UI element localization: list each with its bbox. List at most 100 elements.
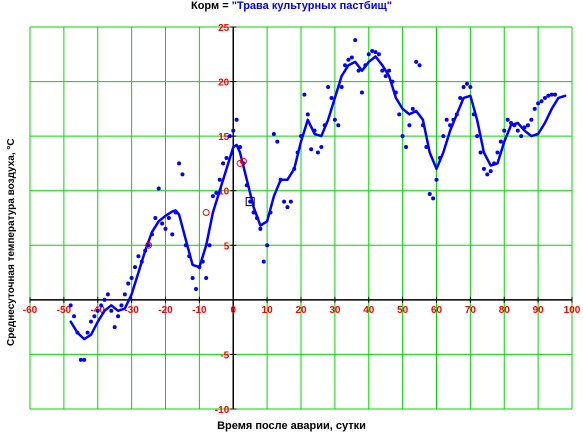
data-point (99, 303, 104, 308)
x-tick-label: 20 (295, 305, 307, 316)
chart-title-prefix: Корм = (191, 0, 232, 12)
data-point (366, 52, 371, 57)
y-tick-label: 5 (224, 241, 230, 252)
data-point (546, 93, 551, 98)
data-point (404, 145, 409, 150)
data-point (197, 265, 202, 270)
data-point (146, 243, 151, 248)
data-point (383, 74, 388, 79)
data-point (312, 128, 317, 133)
data-point (451, 117, 456, 122)
data-point (126, 281, 131, 286)
data-point (295, 150, 300, 155)
data-point (217, 177, 222, 182)
x-tick-label: -20 (158, 305, 173, 316)
x-tick-label: -60 (23, 305, 38, 316)
data-point (417, 63, 422, 68)
data-point (268, 210, 273, 215)
data-point (492, 161, 497, 166)
x-tick-label: 100 (564, 305, 581, 316)
data-point (400, 134, 405, 139)
data-point (509, 121, 514, 126)
data-point (539, 99, 544, 104)
data-point (116, 314, 121, 319)
line-layer (69, 55, 567, 341)
data-point (85, 330, 90, 335)
y-tick-label: 25 (218, 23, 230, 34)
data-point (149, 232, 154, 237)
y-tick-label: -10 (215, 405, 230, 416)
data-point (390, 79, 395, 84)
data-point (251, 210, 256, 215)
data-point (271, 131, 276, 136)
x-tick-label: 70 (465, 305, 477, 316)
data-point (221, 161, 226, 166)
data-point (376, 52, 381, 57)
data-point (170, 232, 175, 237)
data-point (88, 319, 93, 324)
x-tick-label: 90 (533, 305, 545, 316)
data-point (343, 63, 348, 68)
data-point (119, 303, 124, 308)
data-point (515, 128, 520, 133)
y-axis-label: Среднесуточная температура воздуха, °С (6, 138, 17, 346)
x-tick-label: 30 (329, 305, 341, 316)
chart-title-value: "Трава культурных пастбищ" (231, 0, 392, 12)
data-point (122, 292, 127, 297)
data-point (458, 95, 463, 100)
data-point (525, 123, 530, 128)
axis-layer (29, 26, 573, 410)
data-point (278, 177, 283, 182)
data-point (410, 106, 415, 111)
data-point (512, 123, 517, 128)
data-point (133, 265, 138, 270)
data-point (82, 357, 87, 362)
data-point (319, 145, 324, 150)
data-point (407, 123, 412, 128)
data-point (441, 134, 446, 139)
data-point (75, 330, 80, 335)
data-point (207, 243, 212, 248)
data-point (282, 199, 287, 204)
x-tick-label: 0 (230, 305, 236, 316)
data-point (238, 145, 243, 150)
data-point (532, 106, 537, 111)
data-point (190, 276, 195, 281)
data-point (529, 117, 534, 122)
data-point (248, 199, 253, 204)
data-point (109, 308, 114, 313)
data-point (139, 259, 144, 264)
data-point (536, 101, 541, 106)
data-point (153, 216, 158, 220)
data-point (522, 125, 527, 130)
data-point (285, 205, 290, 210)
y-tick-label: 20 (218, 78, 230, 89)
data-point (163, 226, 168, 231)
data-point (424, 145, 429, 150)
data-point (224, 155, 229, 160)
data-point (444, 117, 449, 122)
data-point (315, 150, 320, 155)
data-point (102, 297, 107, 302)
data-point (258, 226, 263, 231)
data-point (359, 90, 364, 95)
data-point (187, 254, 192, 259)
data-point (356, 68, 361, 73)
highlight-point (145, 241, 153, 249)
data-point (549, 92, 554, 97)
data-point (92, 314, 97, 319)
data-point (461, 85, 466, 90)
data-point (309, 147, 314, 152)
x-tick-label: 10 (262, 305, 274, 316)
data-point (68, 303, 73, 308)
highlight-point (239, 157, 247, 165)
y-tick-label: 15 (218, 132, 230, 143)
x-tick-label: -50 (57, 305, 72, 316)
data-point (380, 68, 385, 73)
data-point (542, 95, 547, 100)
data-point (166, 216, 171, 220)
x-tick-label: -30 (124, 305, 139, 316)
data-point (299, 134, 303, 139)
data-point (105, 292, 110, 297)
data-point (210, 194, 215, 199)
